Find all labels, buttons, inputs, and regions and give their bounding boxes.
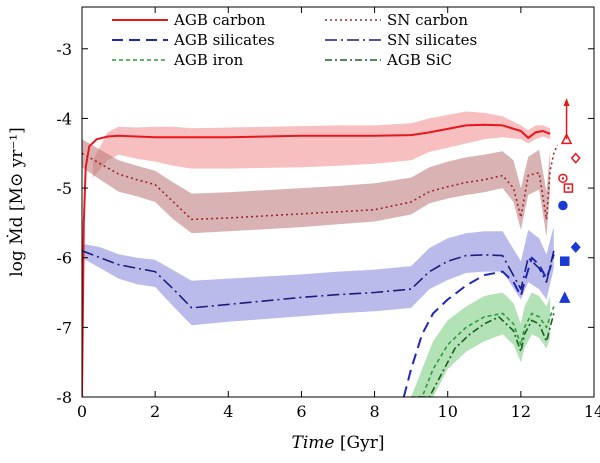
series-agb-silicates-line	[402, 253, 555, 397]
marker-circle-filled-5	[558, 200, 568, 211]
sn-carbon-band	[82, 139, 551, 237]
x-axis-label: Time [Gyr]	[292, 433, 385, 453]
x-tick-label-10: 10	[438, 402, 458, 421]
series-agb-iron-line	[411, 306, 555, 397]
x-tick-label-12: 12	[511, 402, 531, 421]
carbon-band	[93, 111, 551, 178]
x-tick-label-8: 8	[369, 402, 379, 421]
y-axis-label: log Ṁd [M⊙ yr⁻¹]	[6, 127, 27, 277]
series-sn-carbon-line	[82, 144, 559, 221]
y-tick-label--4: -4	[56, 109, 72, 128]
iron-band	[411, 292, 551, 397]
series-agb-carbon-line	[82, 123, 551, 397]
markers-layer	[558, 98, 581, 303]
legend-label-agb-carbon: AGB carbon	[173, 11, 266, 29]
x-tick-label-2: 2	[150, 402, 160, 421]
x-axis-label-italic: Time	[292, 433, 335, 453]
marker-circle-dot-3	[558, 173, 568, 184]
y-tick-label--5: -5	[56, 179, 72, 198]
marker-triangle-open-0	[560, 132, 573, 145]
x-tick-label-6: 6	[296, 402, 306, 421]
x-axis-label-unit: [Gyr]	[334, 433, 384, 453]
silicate-band	[82, 226, 554, 326]
legend-label-agb-silicates: AGB silicates	[173, 31, 275, 49]
marker-circle-dot-3-center	[561, 177, 565, 180]
bands-layer	[82, 111, 554, 397]
y-tick-label--7: -7	[56, 318, 72, 337]
series-agb-sic-line	[418, 313, 555, 397]
y-tick-label--3: -3	[56, 40, 72, 59]
series-layer	[82, 123, 559, 397]
plot-frame	[81, 6, 595, 398]
legend: AGB carbon SN carbon AGB silicates SN silic…	[112, 11, 477, 69]
y-tick-label--6: -6	[56, 249, 72, 268]
marker-square-dot-4	[563, 183, 574, 193]
legend-label-sn-silicates: SN silicates	[387, 31, 477, 49]
ticks-layer: 0 2 4 6 8 10 12 14 -8 -7 -6 -5 -4 -3	[56, 7, 600, 421]
y-tick-label--8: -8	[56, 388, 72, 407]
legend-label-sn-carbon: SN carbon	[387, 11, 468, 29]
marker-arrow-up-1-head	[563, 98, 570, 107]
marker-diamond-open-2	[570, 152, 581, 164]
marker-square-dot-4-center	[567, 186, 570, 190]
x-tick-label-0: 0	[77, 402, 87, 421]
marker-diamond-filled-6	[570, 241, 581, 253]
x-tick-label-4: 4	[223, 402, 233, 421]
legend-label-agb-iron: AGB iron	[173, 51, 244, 69]
legend-label-agb-sic: AGB SiC	[386, 51, 452, 69]
series-sn-silicates-line	[82, 250, 555, 309]
marker-triangle-filled-8	[559, 291, 571, 303]
marker-square-filled-7	[559, 256, 570, 266]
x-tick-label-14: 14	[584, 402, 600, 421]
